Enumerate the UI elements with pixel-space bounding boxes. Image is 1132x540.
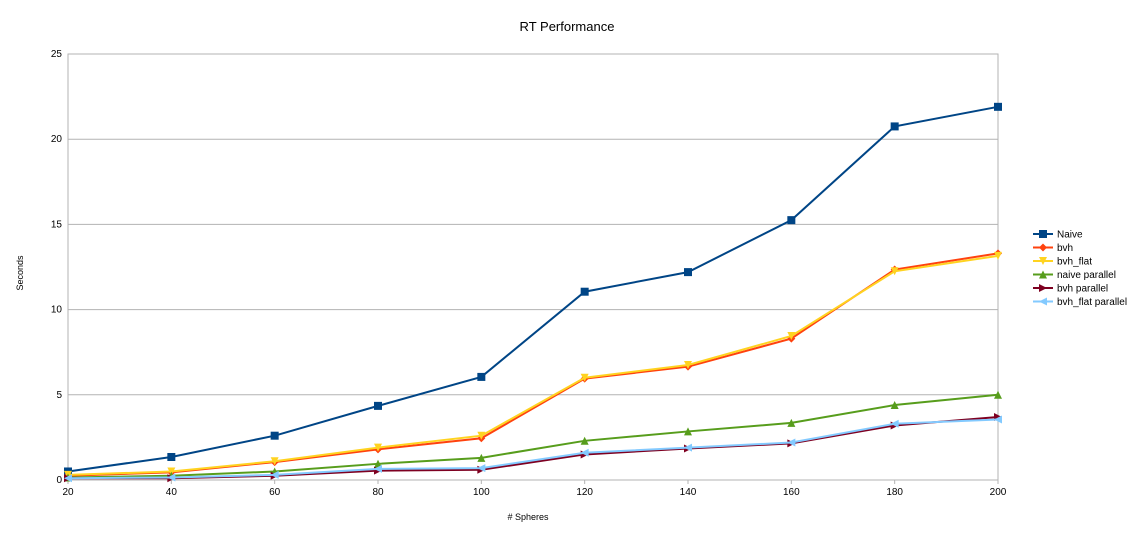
data-point-bvh-flat xyxy=(787,332,796,341)
series-line-bvh-flat xyxy=(67,254,999,476)
data-point-naive-parallel xyxy=(477,453,486,462)
data-point-naive xyxy=(890,122,899,131)
y-tick-label: 5 xyxy=(56,390,62,401)
grid-layer xyxy=(67,53,999,481)
x-axis-label: # Spheres xyxy=(507,512,549,522)
data-point-naive-parallel xyxy=(374,459,382,468)
legend-label: naive parallel xyxy=(1057,270,1116,281)
legend-item-naive: Naive xyxy=(1033,230,1083,241)
legend-swatch-marker xyxy=(1039,270,1047,279)
legend-label: bvh_flat xyxy=(1057,257,1092,268)
data-point-naive-parallel xyxy=(580,436,589,445)
legend-item-bvh-flat: bvh_flat xyxy=(1033,257,1092,268)
data-point-bvh-flat-parallel xyxy=(684,443,692,452)
x-tick-label: 160 xyxy=(783,487,800,498)
data-point-naive-parallel xyxy=(994,390,1002,399)
x-tick-label: 100 xyxy=(473,487,490,498)
legend-item-naive-parallel: naive parallel xyxy=(1033,270,1116,281)
x-tick-label: 200 xyxy=(990,487,1007,498)
series-layer xyxy=(64,102,1002,483)
data-point-bvh-flat xyxy=(580,373,589,382)
data-point-bvh-flat-parallel xyxy=(270,470,279,479)
data-point-bvh-flat xyxy=(890,267,899,276)
series-naive xyxy=(64,102,1002,476)
data-point-bvh-flat-parallel xyxy=(374,464,382,473)
x-tick-label: 60 xyxy=(269,487,281,498)
x-tick-label: 140 xyxy=(680,487,697,498)
x-tick-label: 120 xyxy=(576,487,593,498)
data-point-naive xyxy=(994,102,1002,111)
data-point-bvh-flat-parallel xyxy=(580,448,589,457)
data-point-bvh-flat xyxy=(374,443,382,452)
series-line-bvh xyxy=(67,252,999,477)
data-point-naive xyxy=(167,452,176,461)
series-line-naive xyxy=(67,105,999,473)
legend-swatch-marker xyxy=(1039,230,1047,238)
legend-item-bvh-parallel: bvh parallel xyxy=(1033,284,1108,295)
series-bvh-parallel xyxy=(64,412,1002,483)
series-bvh xyxy=(64,249,1002,480)
legend-swatch-marker xyxy=(1039,284,1047,292)
y-tick-label: 15 xyxy=(51,219,63,230)
legend-swatch-marker xyxy=(1039,297,1047,306)
data-point-naive xyxy=(787,216,796,225)
y-tick-label: 25 xyxy=(51,49,63,60)
x-tick-label: 40 xyxy=(166,487,178,498)
data-point-bvh-flat xyxy=(477,431,486,440)
series-line-bvh-flat-parallel xyxy=(67,418,999,480)
data-point-naive-parallel xyxy=(890,401,899,410)
legend-item-bvh-flat-parallel: bvh_flat parallel xyxy=(1033,297,1127,308)
axis-layer: 0 5 10 15 20 25 20 40 60 80 100 120 140 160 180 200 xyxy=(51,49,1007,498)
data-point-naive xyxy=(477,372,486,381)
legend-label: bvh_flat parallel xyxy=(1057,297,1127,308)
data-point-bvh-flat-parallel xyxy=(994,415,1002,424)
data-point-naive-parallel xyxy=(787,418,796,427)
x-tick-label: 180 xyxy=(886,487,903,498)
data-point-bvh-flat xyxy=(684,360,692,369)
data-point-naive-parallel xyxy=(684,427,692,436)
data-point-bvh-flat-parallel xyxy=(167,473,176,482)
data-point-naive xyxy=(684,268,692,277)
series-bvh-flat-parallel xyxy=(64,415,1002,483)
legend-label: bvh parallel xyxy=(1057,284,1108,295)
data-point-bvh-flat-parallel xyxy=(890,419,899,428)
data-point-bvh-flat-parallel xyxy=(477,464,486,473)
plot-area-border xyxy=(67,53,999,481)
data-point-naive xyxy=(580,287,589,296)
legend-label: Naive xyxy=(1057,230,1083,241)
x-tick-label: 20 xyxy=(62,487,74,498)
x-tick-label: 80 xyxy=(372,487,384,498)
data-point-bvh-flat xyxy=(167,467,176,476)
data-point-bvh-flat-parallel xyxy=(64,474,72,483)
y-tick-label: 10 xyxy=(51,305,63,316)
data-point-bvh-flat xyxy=(270,457,279,466)
data-point-bvh-flat-parallel xyxy=(787,438,796,447)
y-axis-label: Seconds xyxy=(15,255,25,291)
legend-label: bvh xyxy=(1057,243,1073,254)
chart-title: RT Performance xyxy=(520,19,615,34)
y-tick-label: 20 xyxy=(51,134,63,145)
legend-swatch-marker xyxy=(1039,257,1047,265)
data-point-naive xyxy=(270,431,279,440)
series-line-naive-parallel xyxy=(67,393,999,479)
y-tick-label: 0 xyxy=(56,475,62,486)
data-point-naive xyxy=(374,401,382,410)
series-bvh-flat xyxy=(64,251,1002,479)
legend-item-bvh: bvh xyxy=(1033,243,1073,254)
legend-swatch-marker xyxy=(1039,243,1047,252)
data-point-bvh-flat xyxy=(994,251,1002,260)
